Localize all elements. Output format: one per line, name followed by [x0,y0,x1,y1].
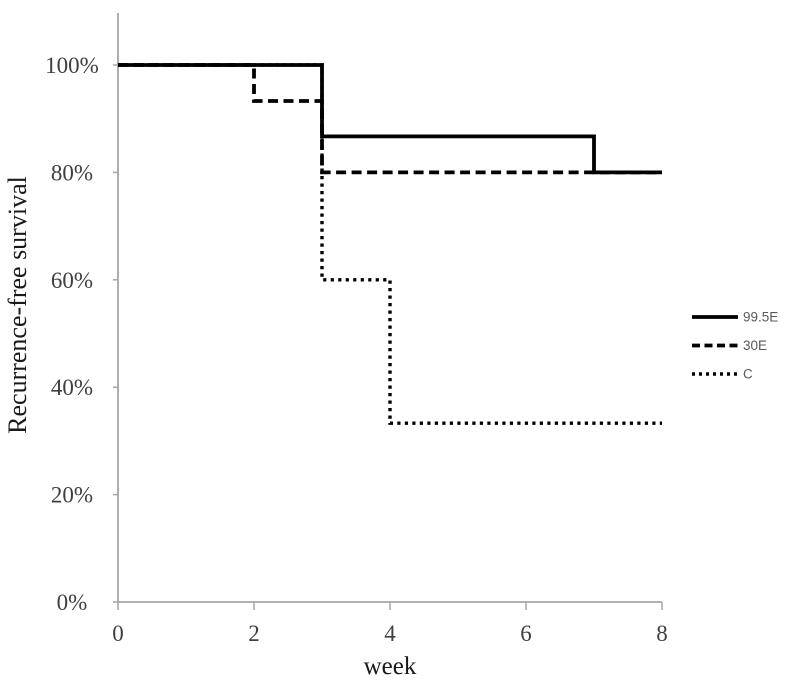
x-tick-label: 8 [656,621,668,646]
legend-label: 30E [743,338,767,353]
legend: 99.5E 30E C [692,310,778,382]
legend-label: C [743,367,753,382]
y-tick-label: 100% [45,53,99,78]
series-line-99.5E [118,63,662,175]
axes: 0 2 4 6 80%20%40%60%80%100% [45,13,668,646]
legend-entry-30E: 30E [692,338,767,353]
y-tick-label: 60% [51,268,93,293]
x-tick-label: 6 [520,621,532,646]
y-axis-title: Recurrence-free survival [3,176,32,434]
legend-label: 99.5E [743,310,778,325]
x-tick-label: 0 [112,621,124,646]
x-tick-label: 2 [248,621,260,646]
y-tick-label: 0% [57,590,88,615]
series-lines [118,63,662,425]
legend-entry-C: C [692,367,753,382]
x-axis-title: week [364,653,417,680]
series-line-C [118,63,662,425]
y-tick-label: 20% [51,483,93,508]
x-tick-label: 4 [384,621,396,646]
legend-entry-99.5E: 99.5E [692,310,778,325]
y-tick-label: 80% [51,160,93,185]
y-tick-label: 40% [51,375,93,400]
